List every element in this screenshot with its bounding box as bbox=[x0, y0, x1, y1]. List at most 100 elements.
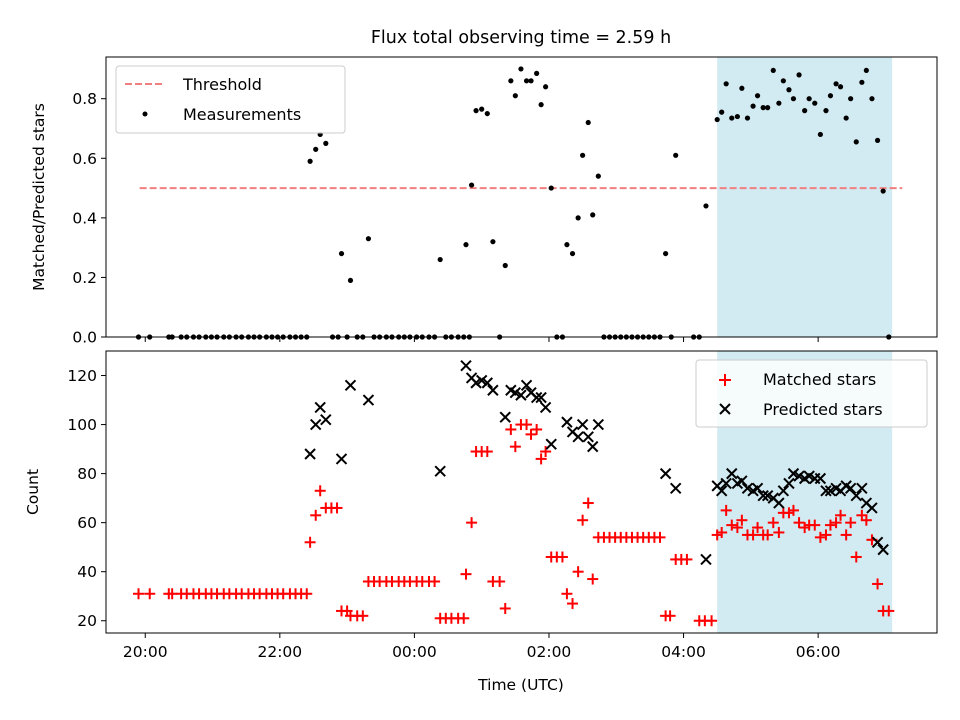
data-point bbox=[535, 453, 547, 465]
data-point bbox=[786, 87, 792, 93]
data-point bbox=[556, 551, 568, 563]
data-point bbox=[720, 504, 732, 516]
data-point bbox=[757, 489, 769, 502]
data-point bbox=[569, 250, 576, 257]
data-point bbox=[739, 85, 745, 91]
data-point bbox=[824, 519, 836, 531]
legend-predicted-label: Predicted stars bbox=[763, 400, 883, 419]
data-point bbox=[463, 242, 469, 248]
data-point bbox=[580, 152, 586, 158]
data-point bbox=[313, 146, 319, 152]
data-point bbox=[723, 81, 729, 87]
data-point bbox=[310, 418, 322, 431]
data-point bbox=[773, 526, 785, 538]
data-point bbox=[577, 514, 589, 526]
data-point bbox=[734, 113, 740, 120]
x-tick: 06:00 bbox=[796, 633, 840, 661]
data-point bbox=[664, 610, 676, 622]
y-tick: 0.6 bbox=[72, 150, 106, 168]
data-point bbox=[587, 440, 599, 453]
data-point bbox=[880, 188, 886, 194]
data-point bbox=[814, 472, 827, 485]
x-tick: 04:00 bbox=[661, 633, 706, 661]
data-point bbox=[543, 84, 549, 90]
y-tick-label: 0.6 bbox=[72, 150, 97, 168]
legend-matched-swatch bbox=[719, 374, 731, 386]
data-point bbox=[521, 419, 533, 431]
data-point bbox=[773, 497, 785, 509]
data-point bbox=[752, 522, 764, 534]
data-point bbox=[528, 78, 534, 84]
data-point bbox=[827, 93, 834, 99]
x-tick-label: 02:00 bbox=[527, 643, 572, 661]
data-point bbox=[736, 514, 748, 526]
data-point bbox=[512, 93, 518, 99]
legend-predicted-swatch bbox=[719, 403, 731, 415]
data-point bbox=[716, 526, 728, 538]
data-point bbox=[314, 401, 326, 414]
x-tick-label: 00:00 bbox=[392, 643, 437, 661]
data-point bbox=[726, 519, 738, 531]
data-point bbox=[729, 115, 735, 121]
data-point bbox=[659, 467, 672, 480]
x-tick-label: 22:00 bbox=[257, 643, 302, 661]
data-point bbox=[719, 109, 725, 115]
data-point bbox=[434, 465, 446, 477]
y-tick-label: 0.0 bbox=[72, 329, 97, 347]
x-tick-label: 20:00 bbox=[123, 643, 168, 661]
legend-threshold-label: Threshold bbox=[182, 75, 262, 94]
data-point bbox=[458, 612, 470, 624]
data-point bbox=[304, 448, 316, 460]
y-tick: 0.4 bbox=[72, 209, 106, 227]
data-point bbox=[531, 423, 543, 435]
data-point bbox=[783, 477, 795, 490]
data-point bbox=[830, 517, 842, 529]
data-point bbox=[523, 78, 530, 84]
data-point bbox=[706, 615, 718, 627]
data-point bbox=[806, 96, 812, 102]
data-point bbox=[347, 277, 354, 284]
data-point bbox=[502, 262, 508, 269]
x-tick: 22:00 bbox=[257, 633, 302, 661]
data-point bbox=[843, 115, 849, 121]
data-point bbox=[703, 203, 709, 209]
data-point bbox=[731, 522, 743, 534]
data-point bbox=[802, 108, 808, 114]
y-tick: 60 bbox=[77, 514, 106, 532]
data-point bbox=[508, 78, 514, 84]
data-point bbox=[853, 139, 859, 145]
series-predicted-stars bbox=[304, 360, 889, 566]
data-point bbox=[592, 418, 605, 431]
data-point bbox=[883, 605, 895, 617]
data-point bbox=[872, 578, 884, 590]
data-point bbox=[845, 517, 857, 529]
data-point bbox=[848, 96, 854, 102]
data-point bbox=[585, 119, 591, 126]
data-point bbox=[133, 588, 145, 600]
data-point bbox=[796, 72, 802, 78]
data-point bbox=[793, 517, 805, 529]
data-point bbox=[817, 131, 823, 138]
data-point bbox=[460, 360, 472, 372]
bottom-plot-frame bbox=[105, 350, 938, 634]
data-point bbox=[582, 431, 594, 443]
data-point bbox=[575, 215, 581, 221]
y-tick-label: 60 bbox=[77, 514, 97, 532]
x-tick: 20:00 bbox=[123, 633, 168, 661]
y-tick-label: 20 bbox=[77, 612, 97, 630]
data-point bbox=[744, 115, 751, 121]
data-point bbox=[490, 239, 496, 245]
y-tick: 40 bbox=[77, 563, 106, 581]
series-matched-stars bbox=[133, 419, 895, 627]
y-tick: 120 bbox=[67, 367, 106, 385]
data-point bbox=[499, 602, 511, 614]
data-point bbox=[487, 384, 499, 396]
data-point bbox=[814, 531, 826, 543]
y-tick: 80 bbox=[77, 465, 106, 483]
data-point bbox=[587, 573, 599, 585]
x-axis-label: Time (UTC) bbox=[477, 676, 564, 694]
data-point bbox=[576, 418, 589, 431]
data-point bbox=[314, 485, 326, 497]
data-point bbox=[460, 568, 472, 580]
data-point bbox=[767, 517, 779, 529]
